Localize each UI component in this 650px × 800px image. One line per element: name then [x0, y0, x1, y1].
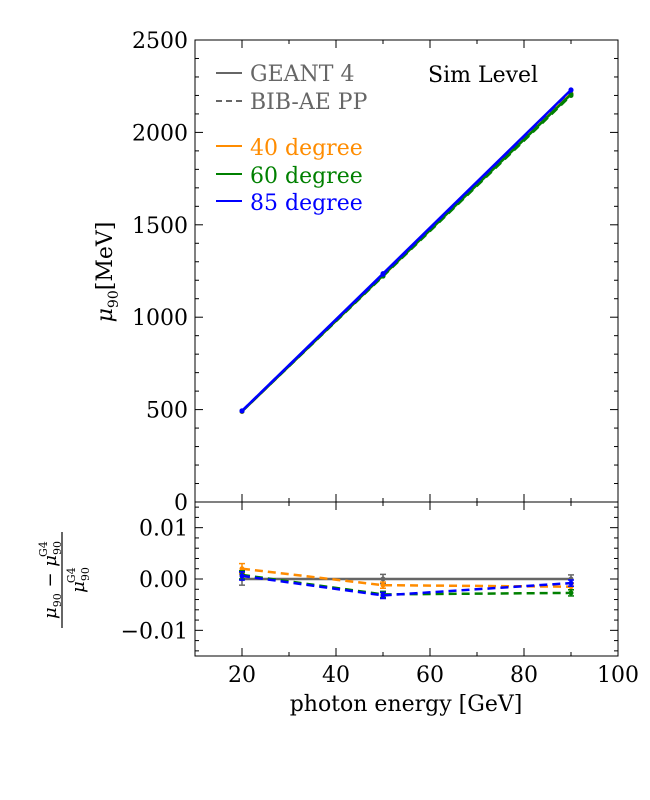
ratio-ylabel-numerator: μ90 − μ90G4 [37, 541, 64, 619]
main-ytick-label: 1500 [132, 214, 188, 239]
ratio-data-point [239, 573, 245, 579]
ratio-series-line [241, 573, 572, 596]
ratio-series-line [241, 574, 572, 597]
x-axis-title: photon energy [GeV] [290, 692, 523, 717]
ratio-data-point [568, 590, 574, 596]
xtick-labels: 20 40 60 80 100 [228, 663, 639, 688]
ratio-ylabel-denominator: μ90G4 [65, 567, 92, 593]
ratio-ytick-label: 0.01 [139, 517, 188, 542]
legend-label-85deg: 85 degree [250, 191, 363, 216]
main-ylabel-symbol: μ [93, 308, 118, 322]
xtick-label: 20 [228, 663, 256, 688]
main-ytick-label: 1000 [132, 306, 188, 331]
ratio-data-point [239, 566, 245, 572]
main-ytick-label: 2000 [132, 121, 188, 146]
main-ytick-label: 500 [146, 399, 188, 424]
main-ylabel-subscript: 90 [106, 290, 122, 308]
main-ytick-label: 0 [174, 491, 188, 516]
legend: GEANT 4 BIB-AE PP 40 degree 60 degree 85… [216, 62, 368, 216]
main-ylabel: μ90[MeV] [93, 222, 122, 323]
sim-level-annotation: Sim Level [428, 63, 538, 88]
xtick-label: 80 [510, 663, 538, 688]
main-series-layer [239, 87, 574, 414]
main-data-point [568, 87, 574, 93]
legend-label-bibae: BIB-AE PP [250, 90, 368, 115]
legend-label-40deg: 40 degree [250, 136, 363, 161]
main-data-point [239, 408, 245, 414]
ratio-ytick-labels: −0.01 0.00 0.01 [121, 517, 188, 645]
ratio-plot-frame [194, 501, 619, 657]
main-ytick-labels: 0 500 1000 1500 2000 2500 [132, 29, 188, 516]
ratio-ytick-label: −0.01 [121, 619, 188, 644]
ratio-data-point [380, 592, 386, 598]
ratio-data-point [568, 580, 574, 586]
ratio-series-layer [239, 562, 574, 600]
legend-label-geant4: GEANT 4 [250, 62, 354, 87]
ratio-ticks [194, 502, 619, 656]
ratio-ytick-label: 0.00 [139, 568, 188, 593]
xtick-label: 100 [597, 663, 639, 688]
main-data-point [380, 271, 386, 277]
ratio-series-line [241, 567, 572, 588]
ratio-data-point [380, 576, 386, 582]
ratio-ylabel: μ90 − μ90G4 μ90G4 [37, 532, 92, 628]
ratio-data-point [380, 582, 386, 588]
main-ticks [194, 39, 619, 503]
svg-text:μ90[MeV]: μ90[MeV] [93, 222, 122, 323]
main-ylabel-unit: [MeV] [93, 222, 118, 291]
xtick-label: 60 [416, 663, 444, 688]
xtick-label: 40 [322, 663, 350, 688]
legend-label-60deg: 60 degree [250, 164, 363, 189]
main-data-point [568, 92, 574, 98]
ratio-panel: −0.01 0.00 0.01 20 40 60 80 100 μ90 − μ90G4 μ9… [37, 501, 639, 717]
main-ytick-label: 2500 [132, 29, 188, 54]
